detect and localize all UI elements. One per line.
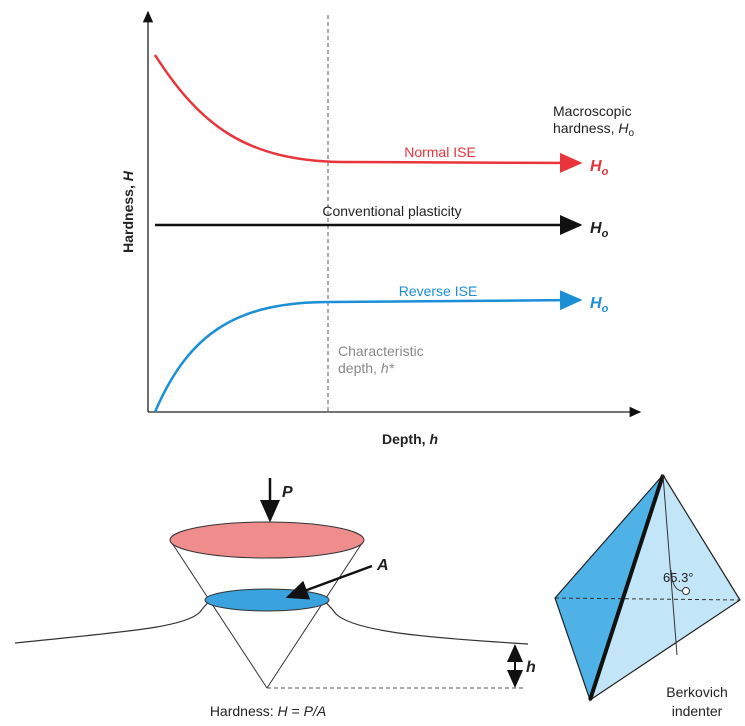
conventional-end: Ho [590, 220, 609, 240]
figure: Hardness, H Depth, h Normal ISE Ho Conve… [0, 0, 745, 726]
angle-label: 65.3° [663, 570, 694, 585]
cone-edge [267, 540, 364, 688]
berkovich-line2: indenter [672, 703, 723, 719]
contact-area [205, 589, 329, 611]
macroscopic-line1: Macroscopic [553, 103, 632, 119]
angle-point [683, 588, 690, 595]
cone-edge [170, 540, 267, 688]
conventional-label: Conventional plasticity [322, 203, 461, 219]
macroscopic-line2: hardness, Ho [553, 120, 635, 139]
load-label: P [282, 484, 293, 501]
x-axis-label: Depth, h [382, 431, 438, 447]
surface-right [320, 598, 528, 644]
depth-label: h [526, 659, 536, 676]
characteristic-line2: depth, h* [338, 360, 395, 376]
formula: Hardness: H = P/A [210, 703, 326, 719]
characteristic-line1: Characteristic [338, 343, 424, 359]
reverse-ise-end: Ho [590, 295, 609, 315]
normal-ise-end: Ho [590, 158, 609, 178]
normal-ise-curve [155, 55, 580, 163]
y-axis-label: Hardness, H [120, 170, 136, 253]
top-ellipse [170, 522, 364, 558]
berkovich-line1: Berkovich [666, 684, 727, 700]
normal-ise-label: Normal ISE [404, 144, 476, 160]
reverse-ise-label: Reverse ISE [399, 283, 478, 299]
area-label: A [376, 557, 389, 574]
surface-left [15, 598, 214, 643]
